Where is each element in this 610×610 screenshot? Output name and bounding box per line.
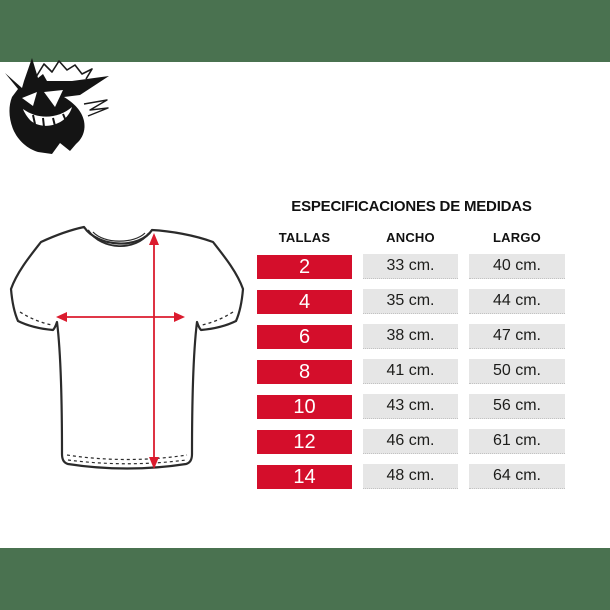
- size-cell: 4: [257, 289, 352, 314]
- ancho-arrow: [56, 312, 185, 322]
- largo-cell: 50 cm.: [469, 359, 565, 384]
- size-chart-title: ESPECIFICACIONES DE MEDIDAS: [291, 198, 532, 215]
- left-sleeve-stitch: [19, 311, 53, 326]
- column-header-tallas: TALLAS: [278, 229, 331, 245]
- top-green-band: [0, 0, 610, 62]
- size-cell: 2: [257, 254, 352, 279]
- size-chart-grid: TALLAS ANCHO LARGO 2 33 cm. 40 cm. 4 35 …: [257, 230, 566, 489]
- largo-cell: 47 cm.: [469, 324, 565, 349]
- left-eye: [22, 92, 37, 106]
- largo-cell: 44 cm.: [469, 289, 565, 314]
- gengar-body: [5, 58, 109, 154]
- right-eye: [44, 90, 63, 107]
- teeth-lines: [32, 113, 67, 128]
- largo-cell: 61 cm.: [469, 429, 565, 454]
- ancho-cell: 33 cm.: [363, 254, 458, 279]
- size-cell: 8: [257, 359, 352, 384]
- tshirt-diagram: [9, 225, 245, 470]
- ancho-cell: 35 cm.: [363, 289, 458, 314]
- size-cell: 12: [257, 429, 352, 454]
- largo-cell: 40 cm.: [469, 254, 565, 279]
- largo-arrow: [149, 233, 159, 469]
- gengar-logo-icon: [5, 58, 109, 154]
- tshirt-outline: [9, 225, 245, 470]
- size-cell: 6: [257, 324, 352, 349]
- largo-cell: 64 cm.: [469, 464, 565, 489]
- collar-inner-line: [92, 231, 146, 242]
- back-spikes-outline: [35, 60, 93, 80]
- collar-band-line: [87, 229, 150, 248]
- ancho-cell: 48 cm.: [363, 464, 458, 489]
- right-sleeve-stitch: [201, 311, 234, 326]
- bottom-green-band: [0, 548, 610, 610]
- ancho-cell: 46 cm.: [363, 429, 458, 454]
- ancho-cell: 43 cm.: [363, 394, 458, 419]
- size-cell: 10: [257, 394, 352, 419]
- column-header-largo: LARGO: [493, 229, 541, 245]
- size-chart: ESPECIFICACIONES DE MEDIDAS TALLAS ANCHO…: [257, 198, 566, 489]
- side-spikes-outline: [83, 99, 109, 117]
- hem-stitch-1: [66, 454, 188, 461]
- ancho-cell: 41 cm.: [363, 359, 458, 384]
- column-header-ancho: ANCHO: [386, 229, 435, 245]
- hem-stitch-2: [67, 459, 187, 465]
- size-cell: 14: [257, 464, 352, 489]
- ancho-cell: 38 cm.: [363, 324, 458, 349]
- largo-cell: 56 cm.: [469, 394, 565, 419]
